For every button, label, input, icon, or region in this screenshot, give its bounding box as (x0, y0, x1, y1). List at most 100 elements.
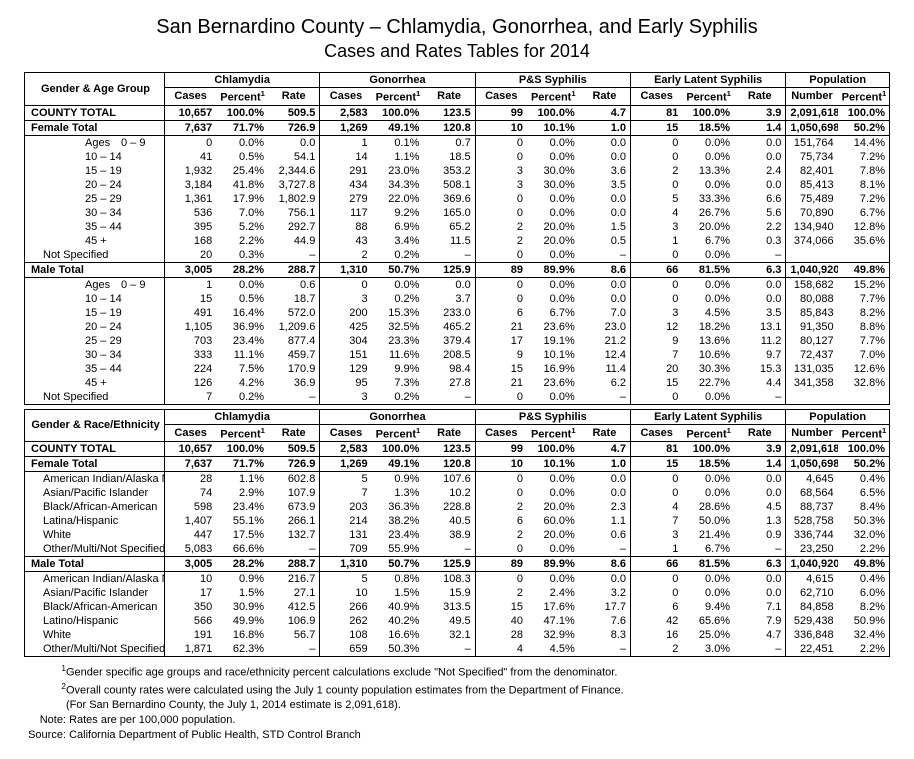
sub-col-header: Number (786, 424, 838, 442)
row-label: 25 – 29 (25, 334, 165, 348)
cell: – (268, 390, 320, 405)
cell: – (734, 642, 786, 657)
cell: 7.3% (372, 376, 424, 390)
cell: 9.9% (372, 362, 424, 376)
cell: 10,657 (165, 442, 217, 457)
cell: 54.1 (268, 150, 320, 164)
row-label: Male Total (25, 557, 165, 572)
cell: 1.3% (372, 486, 424, 500)
cell: 25.0% (682, 628, 734, 642)
cell: 877.4 (268, 334, 320, 348)
cell: 15 (475, 600, 527, 614)
cell: 0.0% (682, 248, 734, 263)
cell: 4.7 (579, 442, 631, 457)
cell: 23,250 (786, 542, 838, 557)
cell: 2,583 (320, 105, 372, 120)
cell: 266 (320, 600, 372, 614)
table-row: 10 – 14410.5%54.1141.1%18.500.0%0.000.0%… (25, 150, 890, 164)
row-label: Ages0 – 9 (25, 135, 165, 150)
sub-col-header: Rate (268, 424, 320, 442)
row-label: 20 – 24 (25, 178, 165, 192)
cell: 4 (631, 500, 683, 514)
cell: 5 (320, 472, 372, 487)
cell: 6.7% (682, 542, 734, 557)
cell: 81 (631, 105, 683, 120)
table-row: Other/Multi/Not Specified5,08366.6%–7095… (25, 542, 890, 557)
cell: 3.0% (682, 642, 734, 657)
sub-col-header: Percent1 (527, 88, 579, 106)
cell: 20.0% (527, 528, 579, 542)
cell: 80,127 (786, 334, 838, 348)
cell: 30.9% (216, 600, 268, 614)
table-row-total: COUNTY TOTAL10,657100.0%509.52,583100.0%… (25, 442, 890, 457)
cell: 23.0 (579, 320, 631, 334)
cell: 3.6 (579, 164, 631, 178)
cell: 508.1 (423, 178, 475, 192)
cell: 7.0% (838, 348, 890, 362)
cell: 23.4% (216, 500, 268, 514)
cell: 10 (475, 457, 527, 472)
cell: 47.1% (527, 614, 579, 628)
cell: 22.0% (372, 192, 424, 206)
cell: 71.7% (216, 120, 268, 135)
cell: 7.0 (579, 306, 631, 320)
cell: 6.2 (579, 376, 631, 390)
cell: 0.0% (372, 277, 424, 292)
cell: 0.5 (579, 234, 631, 248)
cell: 17.9% (216, 192, 268, 206)
col-header-chlamydia: Chlamydia (165, 73, 320, 88)
cell: 12 (631, 320, 683, 334)
cell: 36.3% (372, 500, 424, 514)
cell: 0.0% (527, 248, 579, 263)
cell: 0.0% (682, 472, 734, 487)
cell: 27.1 (268, 586, 320, 600)
cell: 3,005 (165, 557, 217, 572)
note-label: Note: (24, 713, 66, 728)
cell: 0 (475, 135, 527, 150)
cell: 8.4% (838, 500, 890, 514)
sub-col-header: Rate (579, 88, 631, 106)
cell: 98.4 (423, 362, 475, 376)
cell: 9 (475, 348, 527, 362)
row-label: 15 – 19 (25, 306, 165, 320)
cell: 18.2% (682, 320, 734, 334)
row-label: Female Total (25, 120, 165, 135)
cell: 0.0 (734, 486, 786, 500)
table-row: 45 +1682.2%44.9433.4%11.5220.0%0.516.7%0… (25, 234, 890, 248)
cell: 32.0% (838, 528, 890, 542)
cell: 0 (631, 292, 683, 306)
cell: 4 (631, 206, 683, 220)
cell: 9.7 (734, 348, 786, 362)
cell: 703 (165, 334, 217, 348)
table-eth-body: COUNTY TOTAL10,657100.0%509.52,583100.0%… (25, 442, 890, 657)
cell: 16.8% (216, 628, 268, 642)
cell: 1,802.9 (268, 192, 320, 206)
col-header-age-group: Gender & Age Group (25, 73, 165, 106)
cell: 0.3% (216, 248, 268, 263)
cell: 0 (475, 292, 527, 306)
cell: 214 (320, 514, 372, 528)
cell: 4,615 (786, 572, 838, 587)
cell: 0.2% (372, 390, 424, 405)
cell: 434 (320, 178, 372, 192)
sub-col-header: Percent1 (682, 424, 734, 442)
cell: 12.8% (838, 220, 890, 234)
cell: 0.0 (734, 277, 786, 292)
cell: 14.4% (838, 135, 890, 150)
col-header-ps-syphilis: P&S Syphilis (475, 409, 630, 424)
cell: 2,091,618 (786, 105, 838, 120)
cell: 15 (475, 362, 527, 376)
cell: 7,637 (165, 120, 217, 135)
cell: 55.1% (216, 514, 268, 528)
cell: 6.7% (838, 206, 890, 220)
cell: 40.2% (372, 614, 424, 628)
footnote-2b: (For San Bernardino County, the July 1, … (66, 699, 401, 711)
cell: 2.2 (734, 220, 786, 234)
cell: 0.0 (423, 277, 475, 292)
cell: 100.0% (682, 105, 734, 120)
cell: 0 (475, 248, 527, 263)
cell: 66.6% (216, 542, 268, 557)
sub-col-header: Percent1 (838, 88, 890, 106)
table-row: 25 – 2970323.4%877.430423.3%379.41719.1%… (25, 334, 890, 348)
cell: 5.2% (216, 220, 268, 234)
